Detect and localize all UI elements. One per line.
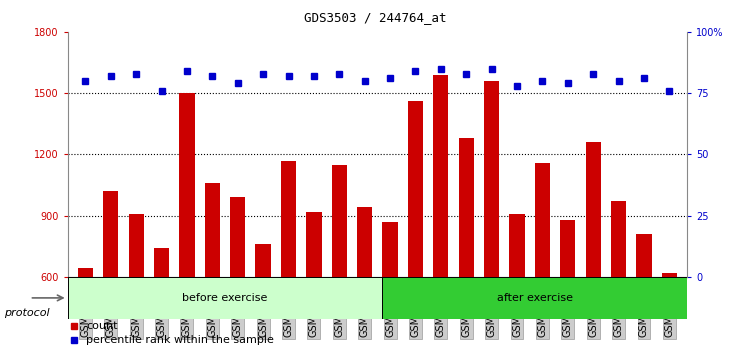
Bar [382, 222, 398, 354]
Bar [636, 234, 652, 354]
Text: percentile rank within the sample: percentile rank within the sample [86, 335, 274, 345]
Bar [255, 244, 270, 354]
Bar [230, 197, 246, 354]
Text: after exercise: after exercise [497, 293, 573, 303]
Bar [408, 101, 423, 354]
Bar [306, 212, 321, 354]
Bar [509, 213, 525, 354]
Text: count: count [86, 321, 118, 331]
Bar [128, 213, 143, 354]
Bar [78, 268, 93, 354]
Bar [560, 220, 575, 354]
Bar [154, 248, 169, 354]
Bar [281, 160, 296, 354]
Bar [586, 142, 601, 354]
Text: GDS3503 / 244764_at: GDS3503 / 244764_at [304, 11, 447, 24]
Bar [332, 165, 347, 354]
Bar [205, 183, 220, 354]
Bar [459, 138, 474, 354]
Text: protocol: protocol [4, 308, 50, 318]
Bar [611, 201, 626, 354]
Bar [103, 191, 119, 354]
Bar [433, 75, 448, 354]
Bar [484, 81, 499, 354]
Bar [357, 207, 372, 354]
Bar [68, 277, 382, 319]
Bar [662, 273, 677, 354]
Bar [535, 162, 550, 354]
Bar [382, 277, 687, 319]
Text: before exercise: before exercise [182, 293, 267, 303]
Bar [179, 93, 195, 354]
